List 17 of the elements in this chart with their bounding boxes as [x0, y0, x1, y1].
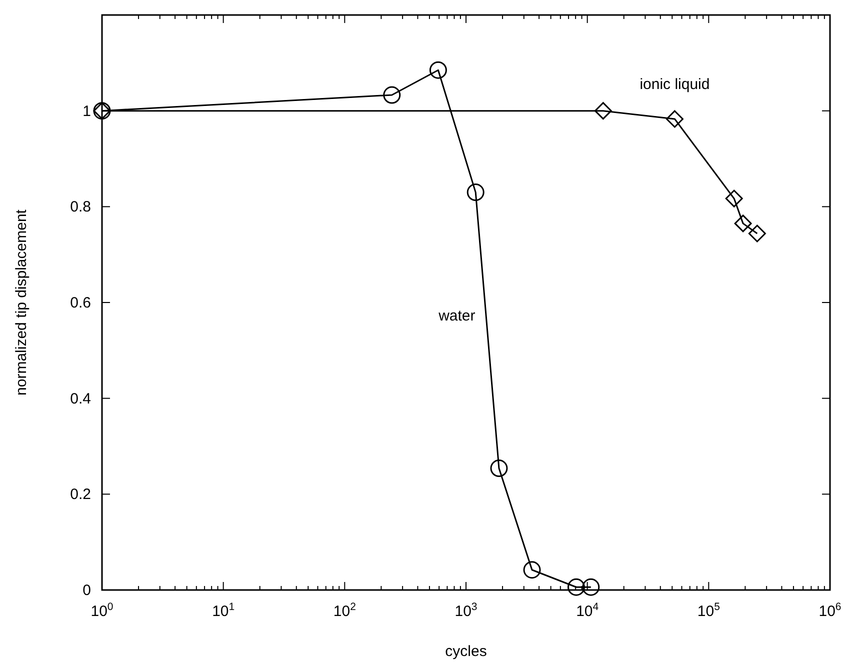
x-tick-label: 10$^{0}$	[90, 601, 114, 620]
x-tick-label: 10$^{2}$	[333, 601, 356, 620]
series-label: water	[438, 307, 476, 324]
x-tick-label: 10$^{1}$	[212, 601, 235, 620]
y-tick-label: 0.6	[70, 294, 91, 312]
y-tick-label: 0.4	[70, 390, 91, 408]
series-label: ionic liquid	[640, 76, 710, 93]
x-tick-label: 10$^{5}$	[697, 601, 720, 620]
y-tick-label: 0.2	[70, 486, 91, 504]
x-tick-label: 10$^{4}$	[576, 601, 599, 620]
x-tick-label: 10$^{6}$	[818, 601, 842, 620]
y-tick-label: 0	[82, 582, 91, 599]
x-axis-title: cycles	[445, 643, 487, 660]
y-tick-label: 0.8	[70, 198, 91, 216]
y-axis-title: normalized tip displacement	[13, 208, 30, 396]
y-tick-label: 1	[82, 102, 91, 120]
x-tick-label: 10$^{3}$	[454, 601, 478, 620]
